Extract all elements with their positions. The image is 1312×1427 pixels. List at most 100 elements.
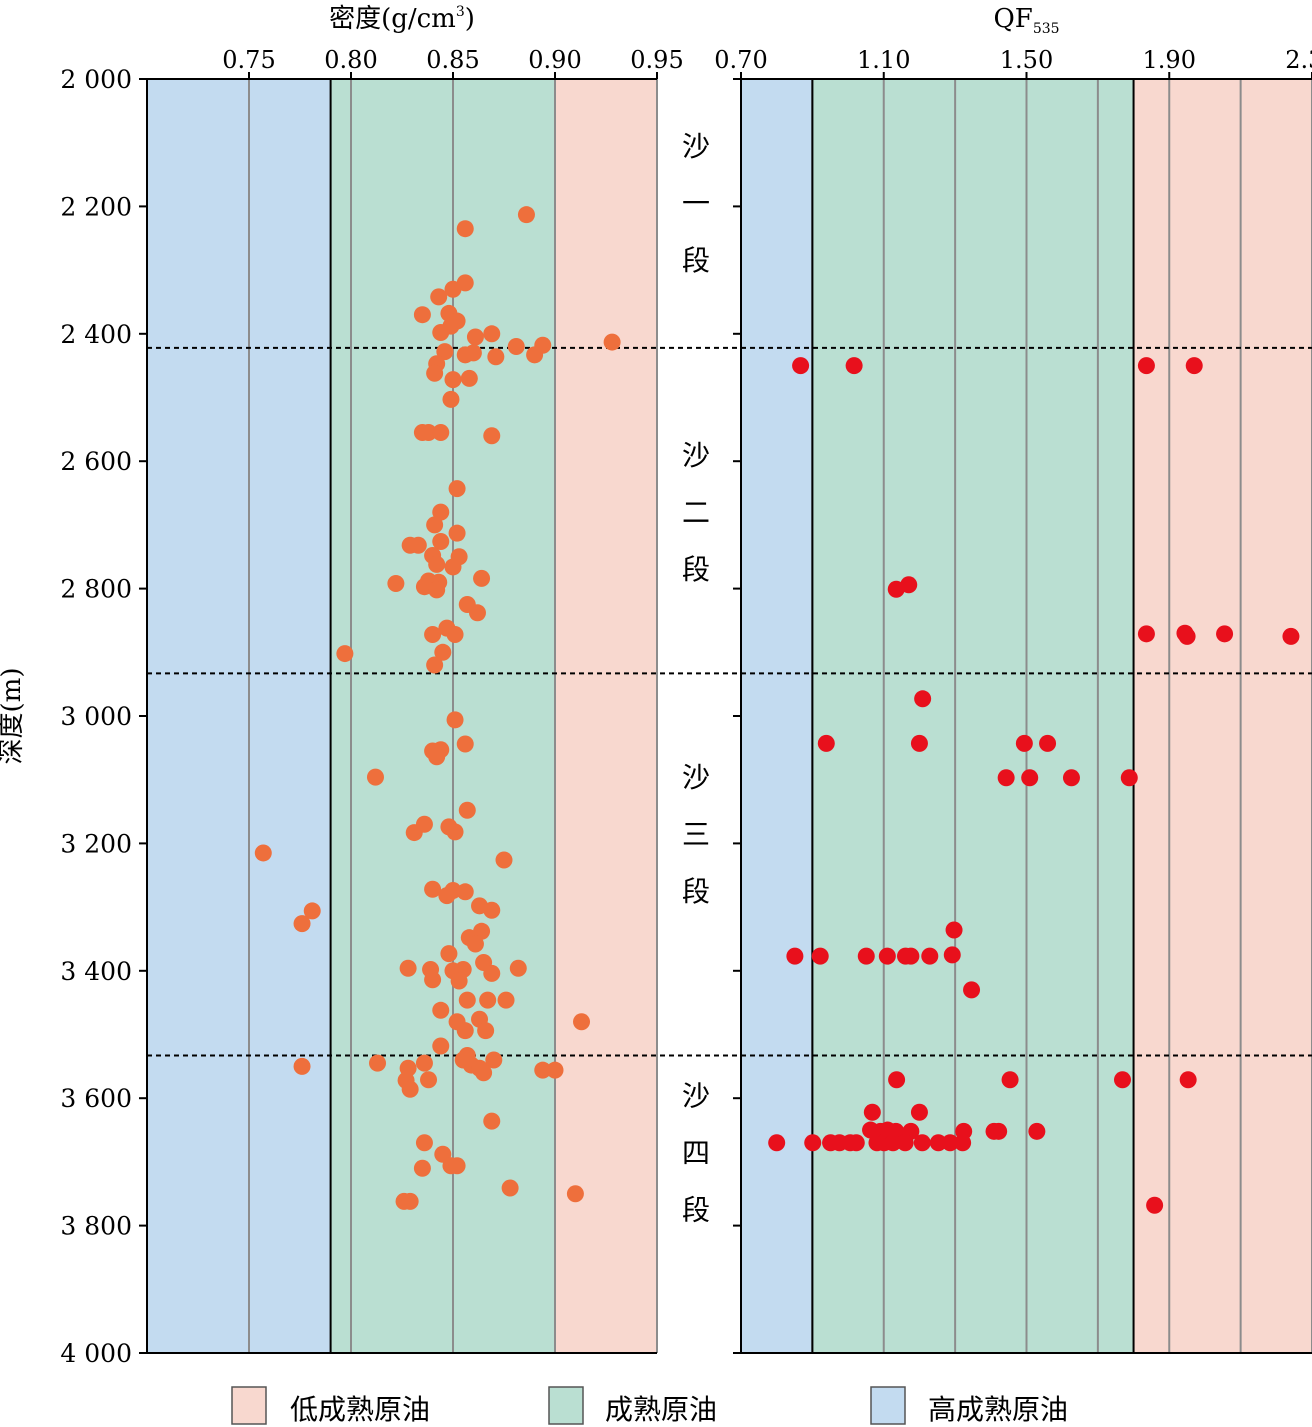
density-data-point	[420, 424, 438, 442]
density-data-point	[487, 348, 505, 366]
panel-titles: 密度(g/cm3) QF535	[329, 4, 1059, 37]
qf-data-point	[786, 947, 804, 965]
density-data-point	[473, 569, 491, 587]
density-data-point	[444, 280, 462, 298]
density-data-point	[483, 325, 501, 343]
y-tick-label: 2 600	[60, 447, 132, 476]
qf-data-point	[768, 1134, 786, 1152]
density-title-sup: 3	[456, 4, 465, 20]
qf-zone-high	[741, 79, 813, 1353]
member-label-char: 沙	[682, 439, 710, 472]
member-label-char: 三	[682, 818, 710, 851]
density-x-tick-label: 0.80	[324, 46, 377, 74]
qf-data-point	[1028, 1122, 1046, 1140]
data-points	[254, 206, 1300, 1214]
qf-x-tick-label: 1.90	[1143, 46, 1196, 74]
qf-data-point	[1179, 1071, 1197, 1089]
density-data-point	[430, 288, 448, 306]
qf-data-point	[1113, 1071, 1131, 1089]
density-data-point	[446, 711, 464, 729]
member-label-char: 段	[682, 875, 710, 908]
density-data-point	[483, 1112, 501, 1130]
member-label-char: 段	[682, 244, 710, 277]
density-data-point	[546, 1061, 564, 1079]
density-data-point	[466, 328, 484, 346]
density-data-point	[477, 1022, 495, 1040]
y-tick-label: 4 000	[60, 1339, 132, 1368]
qf-data-point	[1021, 769, 1039, 787]
density-data-point	[369, 1054, 387, 1072]
legend-label: 高成熟原油	[928, 1393, 1068, 1426]
density-data-point	[501, 1179, 519, 1197]
density-x-tick-label: 0.75	[222, 46, 275, 74]
qf-data-point	[941, 1134, 959, 1152]
maturity-zones	[147, 79, 1312, 1353]
density-data-point	[424, 880, 442, 898]
density-data-point	[293, 1057, 311, 1075]
density-data-point	[426, 656, 444, 674]
legend-swatch-mature	[548, 1386, 584, 1425]
density-data-point	[483, 901, 501, 919]
qf-data-point	[921, 947, 939, 965]
density-zone-high	[147, 79, 331, 1353]
qf-data-point	[914, 690, 932, 708]
qf-zone-mature	[812, 79, 1134, 1353]
density-data-point	[448, 524, 466, 542]
qf-data-point	[997, 769, 1015, 787]
y-tick-label: 3 200	[60, 829, 132, 858]
y-tick-label: 2 200	[60, 192, 132, 221]
member-label-char: 沙	[682, 761, 710, 794]
y-tick-label: 3 000	[60, 702, 132, 731]
density-data-point	[446, 823, 464, 841]
member-label-char: 沙	[682, 130, 710, 163]
density-data-point	[336, 645, 354, 663]
density-data-point	[526, 346, 544, 364]
density-data-point	[420, 1071, 438, 1089]
density-data-point	[479, 991, 497, 1009]
qf-data-point	[954, 1134, 972, 1152]
density-data-point	[460, 369, 478, 387]
density-data-point	[442, 390, 460, 408]
density-data-point	[387, 575, 405, 593]
density-data-point	[434, 643, 452, 661]
density-data-point	[475, 1064, 493, 1082]
density-data-point	[413, 1159, 431, 1177]
qf-data-point	[1015, 734, 1033, 752]
qf-data-point	[884, 1134, 902, 1152]
legend-swatch-high	[870, 1386, 906, 1425]
density-data-point	[507, 338, 525, 356]
qf-data-point	[929, 1134, 947, 1152]
density-data-point	[446, 625, 464, 643]
qf-x-tick-label: 2.30	[1285, 46, 1312, 74]
qf-panel-title: QF535	[993, 4, 1059, 37]
density-data-point	[497, 991, 515, 1009]
legend: 低成熟原油 成熟原油 高成熟原油	[231, 1386, 1068, 1426]
density-data-point	[415, 1054, 433, 1072]
qf-data-point	[1216, 625, 1234, 643]
density-data-point	[401, 1192, 419, 1210]
member-label-char: 沙	[682, 1079, 710, 1112]
qf-data-point	[1001, 1071, 1019, 1089]
qf-data-point	[792, 357, 810, 375]
density-data-point	[436, 343, 454, 361]
y-tick-label: 3 600	[60, 1084, 132, 1113]
legend-swatch-low	[231, 1386, 267, 1425]
qf-data-point	[896, 1134, 914, 1152]
member-label-char: 段	[682, 553, 710, 586]
qf-data-point	[945, 921, 963, 939]
density-data-point	[366, 768, 384, 786]
qf-data-point	[1039, 734, 1057, 752]
density-data-point	[428, 581, 446, 599]
qf-x-tick-label: 1.50	[1000, 46, 1053, 74]
qf-data-point	[943, 946, 961, 964]
y-tick-label: 2 800	[60, 575, 132, 604]
density-panel-title: 密度(g/cm3)	[329, 4, 475, 34]
density-data-point	[409, 536, 427, 554]
density-data-point	[293, 915, 311, 933]
member-label-char: 二	[682, 496, 710, 529]
density-data-point	[432, 1001, 450, 1019]
density-data-point	[448, 480, 466, 498]
y-tick-label: 2 400	[60, 320, 132, 349]
density-data-point	[456, 1022, 474, 1040]
